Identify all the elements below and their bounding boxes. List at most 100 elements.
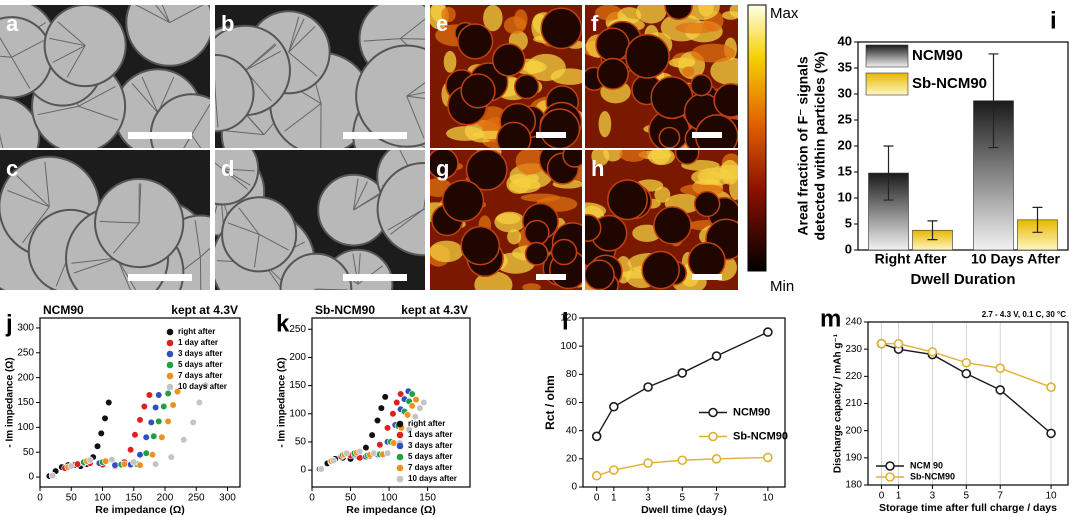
- y-tick-label: 240: [845, 317, 862, 328]
- crack: [135, 5, 170, 24]
- data-point: [152, 403, 160, 412]
- x-tick-label: 1: [611, 493, 617, 504]
- x-tick-label: 250: [188, 493, 205, 504]
- particle: [523, 219, 550, 246]
- y-tick-label: 5: [845, 215, 852, 230]
- x-tick-label: 150: [419, 493, 436, 504]
- crack: [194, 219, 201, 258]
- chart-title: Sb-NCM90: [315, 303, 375, 317]
- signal: [495, 252, 536, 274]
- y-tick-label: 0: [845, 241, 852, 256]
- data-point: [150, 432, 158, 440]
- chart-k: k Sb-NCM90 kept at 4.3V 0 50 100 150 200 250 0 50 1…: [276, 303, 471, 516]
- data-point: [164, 389, 172, 398]
- x-tick-label: 50: [345, 493, 357, 504]
- crack: [49, 37, 86, 47]
- signal: [729, 175, 738, 201]
- crack: [0, 55, 12, 58]
- crack: [353, 192, 381, 211]
- y-axis-label: detected within particles (%): [812, 51, 828, 240]
- y-axis-label: Rct / ohm: [543, 375, 557, 430]
- panel-label: h: [591, 156, 604, 181]
- data-point: [101, 414, 109, 423]
- data-point: [147, 418, 155, 426]
- signal: [691, 169, 722, 185]
- panel-label: i: [1050, 7, 1057, 34]
- crack: [406, 95, 425, 139]
- data-point: [677, 455, 688, 466]
- legend-label: right after: [178, 327, 215, 336]
- y-axis-label: Discharge capacity / mAh g⁻¹: [833, 333, 844, 473]
- crack: [288, 18, 305, 53]
- data-point: [373, 416, 382, 425]
- y-tick-label: 210: [845, 398, 862, 409]
- particle: [585, 259, 615, 290]
- crack: [155, 5, 170, 23]
- crack: [66, 45, 86, 78]
- legend-label: 5 days after: [408, 452, 452, 461]
- legend-label: Sb-NCM90: [733, 430, 788, 442]
- legend-marker: [396, 453, 404, 461]
- data-point: [180, 436, 188, 444]
- data-point: [1046, 428, 1056, 439]
- particle: [550, 238, 578, 266]
- data-point: [403, 411, 412, 419]
- particle: [606, 179, 648, 221]
- y-tick-label: 230: [845, 344, 862, 355]
- signal: [675, 22, 716, 34]
- crack: [37, 105, 79, 116]
- data-point: [1046, 382, 1056, 393]
- crack: [52, 45, 86, 63]
- crack: [244, 44, 277, 71]
- crack: [16, 175, 50, 208]
- crack: [288, 51, 318, 77]
- legend-label: Sb-NCM90: [910, 471, 955, 481]
- crack: [288, 26, 316, 53]
- crack: [353, 178, 359, 211]
- data-point: [136, 451, 144, 459]
- crack: [238, 207, 260, 235]
- fluorine-map: [585, 5, 738, 148]
- particle: [430, 150, 459, 180]
- data-point: [343, 449, 351, 457]
- legend-marker: [396, 442, 404, 450]
- data-point: [142, 449, 150, 457]
- data-point: [408, 402, 416, 410]
- particle: [585, 214, 602, 242]
- y-tick-label: 20: [566, 453, 578, 464]
- annotation: kept at 4.3V: [401, 303, 468, 317]
- sem-image: [0, 5, 210, 148]
- legend-swatch: [865, 44, 909, 68]
- legend-marker: [708, 431, 718, 442]
- crack: [131, 82, 159, 114]
- panel-label: m: [820, 305, 841, 332]
- crack: [353, 181, 368, 211]
- data-point: [711, 454, 722, 464]
- legend-marker: [396, 475, 404, 483]
- x-tick-label: 200: [157, 493, 174, 504]
- crack: [313, 288, 317, 290]
- legend-marker: [708, 407, 718, 418]
- data-point: [167, 453, 175, 461]
- particle: [215, 54, 255, 133]
- crack: [258, 233, 289, 251]
- x-tick-label: 5: [964, 491, 970, 502]
- data-point: [160, 402, 168, 411]
- crack: [227, 222, 260, 235]
- particle: [539, 108, 581, 148]
- y-tick-label: 200: [17, 372, 34, 383]
- data-point: [368, 431, 376, 439]
- crack: [222, 168, 248, 190]
- crack: [215, 93, 219, 128]
- legend-label: NCM 90: [910, 460, 943, 470]
- crack: [222, 168, 255, 172]
- y-tick-label: 120: [560, 313, 577, 324]
- data-point: [102, 457, 110, 465]
- data-line: [596, 331, 769, 437]
- chart-m: m 2.7 - 4.3 V, 0.1 C, 30 °C 180 190 200 210 22…: [820, 305, 1069, 514]
- panel-label: f: [591, 11, 599, 36]
- data-point: [927, 347, 938, 357]
- legend-label: right after: [408, 419, 445, 428]
- signal: [595, 5, 623, 21]
